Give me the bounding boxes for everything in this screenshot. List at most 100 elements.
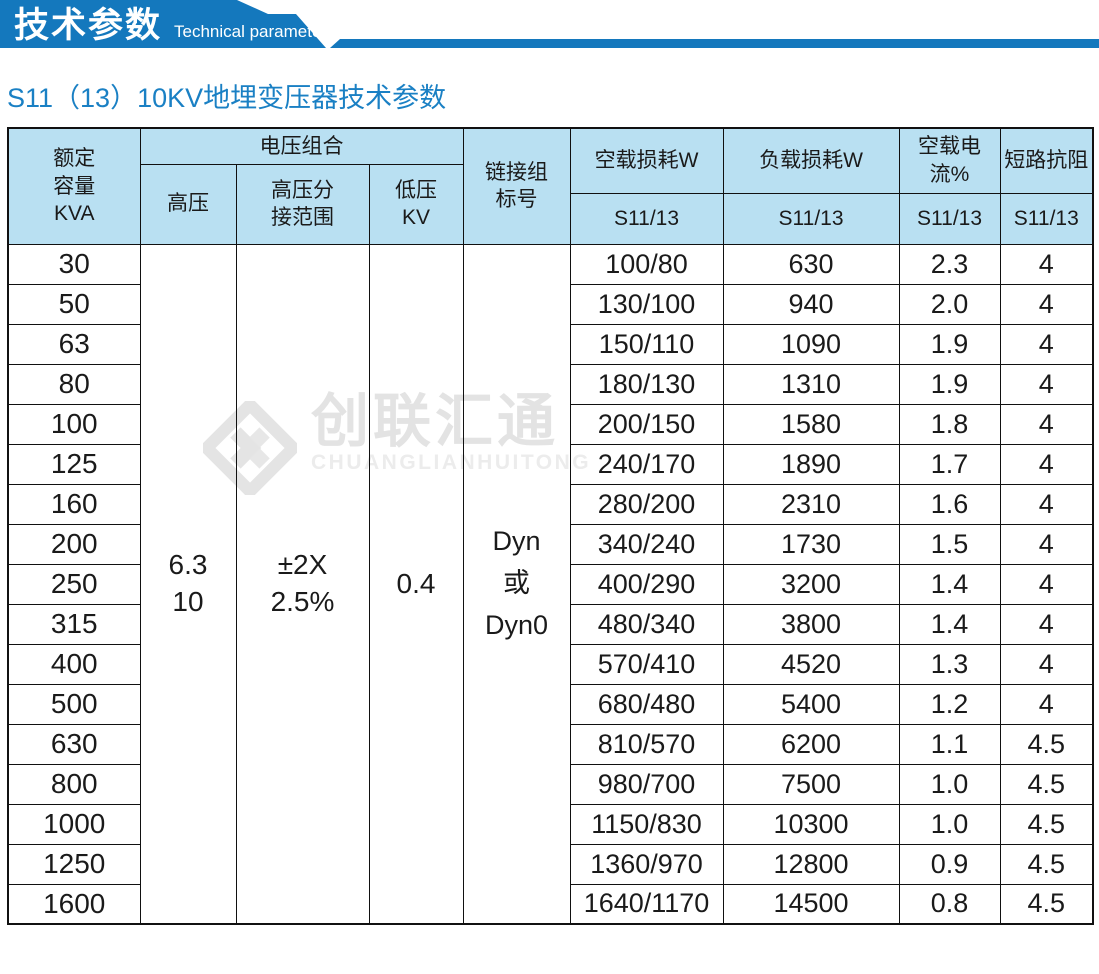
cell-impedance: 4 bbox=[999, 363, 1094, 405]
table-row: 1250 1360/970 12800 0.9 4.5 bbox=[7, 843, 1094, 885]
header-lv: 低压 KV bbox=[368, 163, 464, 245]
cell-no-load-current: 1.4 bbox=[898, 603, 1001, 645]
cell-load-loss: 10300 bbox=[722, 803, 900, 845]
cell-impedance: 4 bbox=[999, 563, 1094, 605]
header-load-loss: 负载损耗W bbox=[722, 127, 900, 194]
cell-load-loss: 940 bbox=[722, 283, 900, 325]
table-row: 250 400/290 3200 1.4 4 bbox=[7, 563, 1094, 605]
cell-impedance: 4.5 bbox=[999, 843, 1094, 885]
table-row: 80 180/130 1310 1.9 4 bbox=[7, 363, 1094, 405]
cell-no-load-current: 1.9 bbox=[898, 363, 1001, 405]
cell-no-load-current: 1.1 bbox=[898, 723, 1001, 765]
cell-load-loss: 4520 bbox=[722, 643, 900, 685]
header-series-load-loss: S11/13 bbox=[722, 192, 900, 245]
cell-impedance: 4 bbox=[999, 243, 1094, 285]
cell-kva: 500 bbox=[7, 683, 141, 725]
cell-impedance: 4 bbox=[999, 323, 1094, 365]
cell-merged-hv-tap: ±2X 2.5% bbox=[235, 243, 370, 925]
cell-no-load-current: 1.5 bbox=[898, 523, 1001, 565]
cell-no-load-loss: 1360/970 bbox=[569, 843, 724, 885]
cell-no-load-loss: 340/240 bbox=[569, 523, 724, 565]
cell-load-loss: 1580 bbox=[722, 403, 900, 445]
cell-no-load-current: 1.8 bbox=[898, 403, 1001, 445]
header-hv-tap-range: 高压分 接范围 bbox=[235, 163, 370, 245]
cell-no-load-current: 1.7 bbox=[898, 443, 1001, 485]
header-vector-group: 链接组 标号 bbox=[462, 127, 571, 245]
cell-no-load-current: 0.9 bbox=[898, 843, 1001, 885]
cell-no-load-loss: 130/100 bbox=[569, 283, 724, 325]
banner: 技术参数 Technical parameter bbox=[0, 0, 1099, 50]
cell-no-load-loss: 280/200 bbox=[569, 483, 724, 525]
cell-load-loss: 1090 bbox=[722, 323, 900, 365]
table-header: 额定 容量 KVA 电压组合 链接组 标号 空载损耗W 负载损耗W 空载电流% … bbox=[7, 127, 1094, 245]
header-series-no-load-current: S11/13 bbox=[898, 192, 1001, 245]
cell-merged-hv: 6.3 10 bbox=[139, 243, 237, 925]
cell-impedance: 4.5 bbox=[999, 803, 1094, 845]
cell-kva: 80 bbox=[7, 363, 141, 405]
cell-no-load-current: 2.3 bbox=[898, 243, 1001, 285]
table-row: 315 480/340 3800 1.4 4 bbox=[7, 603, 1094, 645]
table-row: 125 240/170 1890 1.7 4 bbox=[7, 443, 1094, 485]
header-row-1: 额定 容量 KVA 电压组合 链接组 标号 空载损耗W 负载损耗W 空载电流% … bbox=[7, 127, 1094, 245]
cell-no-load-current: 1.3 bbox=[898, 643, 1001, 685]
cell-no-load-loss: 180/130 bbox=[569, 363, 724, 405]
cell-impedance: 4.5 bbox=[999, 723, 1094, 765]
header-no-load-loss: 空载损耗W bbox=[569, 127, 724, 194]
banner-title: 技术参数 bbox=[14, 6, 163, 45]
cell-no-load-loss: 100/80 bbox=[569, 243, 724, 285]
cell-no-load-loss: 150/110 bbox=[569, 323, 724, 365]
cell-kva: 30 bbox=[7, 243, 141, 285]
cell-kva: 63 bbox=[7, 323, 141, 365]
table-row: 800 980/700 7500 1.0 4.5 bbox=[7, 763, 1094, 805]
table-row: 30 6.3 10 ±2X 2.5% 0.4 Dyn 或 Dyn0 100/80 630 2.… bbox=[7, 243, 1094, 925]
cell-impedance: 4 bbox=[999, 443, 1094, 485]
cell-no-load-current: 1.0 bbox=[898, 763, 1001, 805]
cell-kva: 315 bbox=[7, 603, 141, 645]
cell-no-load-loss: 1150/830 bbox=[569, 803, 724, 845]
header-voltage-group: 电压组合 bbox=[139, 127, 464, 165]
banner-ribbon-shape bbox=[0, 0, 1099, 48]
cell-kva: 200 bbox=[7, 523, 141, 565]
header-series-no-load-loss: S11/13 bbox=[569, 192, 724, 245]
cell-no-load-current: 1.4 bbox=[898, 563, 1001, 605]
cell-impedance: 4 bbox=[999, 643, 1094, 685]
cell-kva: 250 bbox=[7, 563, 141, 605]
cell-no-load-current: 2.0 bbox=[898, 283, 1001, 325]
cell-impedance: 4 bbox=[999, 403, 1094, 445]
cell-no-load-loss: 200/150 bbox=[569, 403, 724, 445]
cell-load-loss: 6200 bbox=[722, 723, 900, 765]
cell-kva: 630 bbox=[7, 723, 141, 765]
cell-no-load-current: 1.0 bbox=[898, 803, 1001, 845]
cell-kva: 125 bbox=[7, 443, 141, 485]
cell-kva: 160 bbox=[7, 483, 141, 525]
cell-kva: 100 bbox=[7, 403, 141, 445]
table-row: 200 340/240 1730 1.5 4 bbox=[7, 523, 1094, 565]
header-series-impedance: S11/13 bbox=[999, 192, 1094, 245]
cell-load-loss: 3800 bbox=[722, 603, 900, 645]
params-table: 额定 容量 KVA 电压组合 链接组 标号 空载损耗W 负载损耗W 空载电流% … bbox=[7, 127, 1095, 925]
header-hv: 高压 bbox=[139, 163, 237, 245]
header-row-2: 高压 高压分 接范围 低压 KV bbox=[8, 163, 1093, 245]
cell-kva: 400 bbox=[7, 643, 141, 685]
cell-no-load-loss: 570/410 bbox=[569, 643, 724, 685]
cell-load-loss: 1890 bbox=[722, 443, 900, 485]
cell-load-loss: 1310 bbox=[722, 363, 900, 405]
table-row: 630 810/570 6200 1.1 4.5 bbox=[7, 723, 1094, 765]
cell-merged-vector-group: Dyn 或 Dyn0 bbox=[462, 243, 571, 925]
cell-no-load-loss: 810/570 bbox=[569, 723, 724, 765]
cell-no-load-current: 1.9 bbox=[898, 323, 1001, 365]
table-row: 500 680/480 5400 1.2 4 bbox=[7, 683, 1094, 725]
cell-load-loss: 14500 bbox=[722, 883, 900, 925]
cell-no-load-current: 1.6 bbox=[898, 483, 1001, 525]
cell-no-load-loss: 400/290 bbox=[569, 563, 724, 605]
header-capacity: 额定 容量 KVA bbox=[7, 127, 141, 245]
header-impedance: 短路抗阻 bbox=[999, 127, 1094, 194]
cell-impedance: 4 bbox=[999, 683, 1094, 725]
cell-no-load-loss: 980/700 bbox=[569, 763, 724, 805]
cell-load-loss: 3200 bbox=[722, 563, 900, 605]
cell-kva: 1000 bbox=[7, 803, 141, 845]
cell-impedance: 4 bbox=[999, 483, 1094, 525]
cell-impedance: 4.5 bbox=[999, 763, 1094, 805]
cell-no-load-current: 1.2 bbox=[898, 683, 1001, 725]
cell-impedance: 4 bbox=[999, 523, 1094, 565]
